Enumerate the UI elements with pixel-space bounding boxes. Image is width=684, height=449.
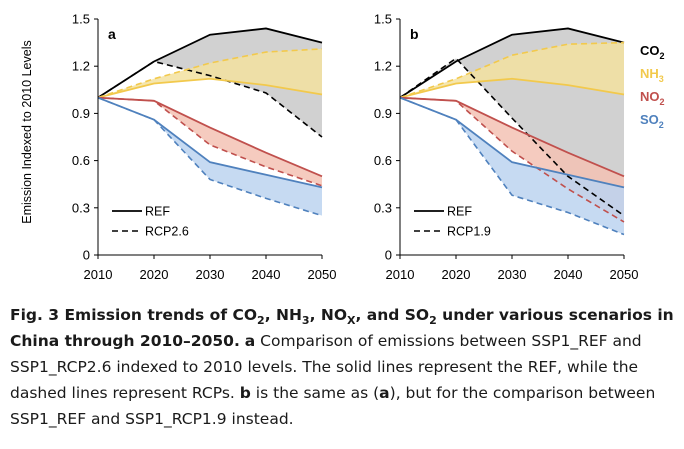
line-rcp-so2 xyxy=(97,96,323,217)
y-tick-label: 0.6 xyxy=(72,153,90,168)
x-tick-label: 2040 xyxy=(252,267,281,282)
legend-rcp-label: RCP1.9 xyxy=(447,225,491,239)
caption-text-1: Comparison of emissions between SSP1_REF… xyxy=(10,332,642,402)
x-tick-label: 2040 xyxy=(554,267,583,282)
legend-ref-label: REF xyxy=(145,205,170,219)
line-ref-co2 xyxy=(399,27,625,99)
line-rcp-co2 xyxy=(97,60,323,138)
figure-caption: Fig. 3 Emission trends of CO2, NH3, NOX,… xyxy=(10,302,678,432)
line-rcp-nox xyxy=(399,96,625,223)
legend-rcp-label: RCP2.6 xyxy=(145,225,189,239)
line-rcp-so2 xyxy=(399,96,625,236)
y-axis-label: Emission Indexed to 2010 Levels xyxy=(20,40,34,223)
y-tick-label: 0.9 xyxy=(72,106,90,121)
panel-label: a xyxy=(108,26,116,42)
band-so2 xyxy=(98,97,322,216)
species-legend-nh3: NH3 xyxy=(640,66,664,84)
line-ref-nh3 xyxy=(399,77,625,99)
y-tick-label: 0.6 xyxy=(374,153,392,168)
y-tick-label: 0 xyxy=(385,248,392,263)
y-tick-label: 1.5 xyxy=(72,12,90,27)
x-tick-label: 2050 xyxy=(610,267,639,282)
band-nh3 xyxy=(98,48,322,98)
caption-text-3: ), but for the comparison between SSP1_R… xyxy=(10,384,656,428)
y-tick-label: 0.3 xyxy=(72,200,90,215)
y-tick-label: 0.9 xyxy=(374,106,392,121)
line-ref-nox xyxy=(399,96,625,178)
caption-panel-a-ref: a xyxy=(379,384,390,402)
caption-panel-a-label: a xyxy=(244,332,256,350)
species-legend-so2: SO2 xyxy=(640,112,664,130)
emission-figure: 0 0.3 0.6 0.9 1.2 1.5 2010 2020 2030 2040 2050 a REF… xyxy=(20,12,665,283)
line-rcp-co2 xyxy=(399,57,625,217)
species-legend-no2: NO2 xyxy=(640,89,665,107)
x-tick-label: 2030 xyxy=(196,267,225,282)
line-rcp-nh3 xyxy=(97,48,323,99)
y-tick-label: 1.2 xyxy=(72,59,90,74)
panel-b: 0 0.3 0.6 0.9 1.2 1.5 2010 2020 2030 2040 2050 b REF… xyxy=(374,12,639,283)
panel-a: 0 0.3 0.6 0.9 1.2 1.5 2010 2020 2030 2040 2050 a REF… xyxy=(72,12,337,283)
y-tick-label: 1.5 xyxy=(374,12,392,27)
x-tick-label: 2050 xyxy=(308,267,337,282)
caption-panel-b-label: b xyxy=(239,384,251,402)
line-ref-nh3 xyxy=(97,77,323,99)
x-tick-label: 2030 xyxy=(498,267,527,282)
line-rcp-nh3 xyxy=(399,41,625,99)
x-tick-label: 2020 xyxy=(442,267,471,282)
x-tick-label: 2010 xyxy=(386,267,415,282)
legend-ref-label: REF xyxy=(447,205,472,219)
band-nh3 xyxy=(400,42,624,98)
band-nox xyxy=(400,97,624,222)
x-tick-label: 2010 xyxy=(84,267,113,282)
panel-label: b xyxy=(410,26,419,42)
species-legend-co2: CO2 xyxy=(640,43,665,61)
band-nox xyxy=(98,97,322,186)
caption-text-2: is the same as ( xyxy=(250,384,380,402)
line-ref-nox xyxy=(97,96,323,178)
band-so2 xyxy=(400,97,624,235)
x-tick-label: 2020 xyxy=(140,267,169,282)
caption-title: Fig. 3 Emission trends of CO2, NH3, NOX,… xyxy=(10,306,674,350)
y-tick-label: 0.3 xyxy=(374,200,392,215)
y-tick-label: 0 xyxy=(83,248,90,263)
species-legend: CO2 NH3 NO2 SO2 xyxy=(640,43,665,130)
y-tick-label: 1.2 xyxy=(374,59,392,74)
